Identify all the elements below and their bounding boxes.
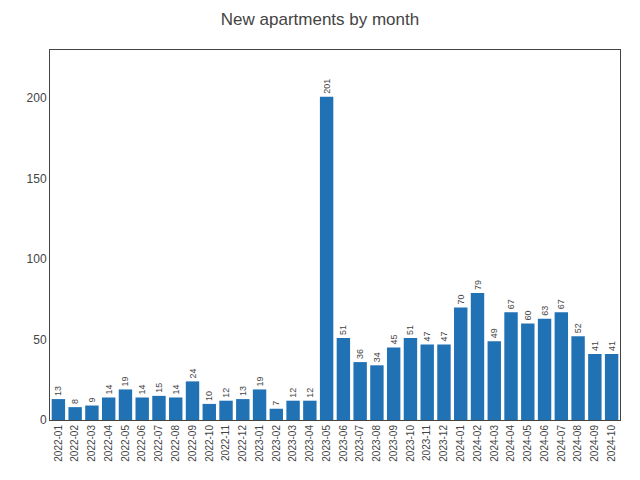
svg-text:2022-03: 2022-03 [86,425,97,462]
svg-text:0: 0 [40,413,47,427]
svg-text:2022-09: 2022-09 [187,425,198,462]
svg-text:2024-06: 2024-06 [539,425,550,462]
svg-text:14: 14 [171,384,181,394]
svg-text:50: 50 [33,333,47,347]
svg-text:49: 49 [489,328,499,338]
svg-text:2022-08: 2022-08 [170,425,181,462]
svg-text:24: 24 [188,368,198,378]
svg-text:14: 14 [104,384,114,394]
svg-text:12: 12 [221,388,231,398]
svg-text:9: 9 [87,398,97,403]
svg-text:2024-07: 2024-07 [556,425,567,462]
svg-text:New apartments by month: New apartments by month [221,10,419,29]
svg-text:2023-07: 2023-07 [354,425,365,462]
svg-text:12: 12 [288,388,298,398]
svg-text:2024-10: 2024-10 [606,425,617,462]
svg-text:2024-02: 2024-02 [472,425,483,462]
svg-text:2023-09: 2023-09 [388,425,399,462]
svg-text:2024-08: 2024-08 [572,425,583,462]
svg-text:51: 51 [338,325,348,335]
svg-text:13: 13 [238,386,248,396]
svg-text:15: 15 [154,383,164,393]
svg-text:12: 12 [305,388,315,398]
svg-text:13: 13 [53,386,63,396]
svg-text:2022-07: 2022-07 [153,425,164,462]
svg-text:2023-11: 2023-11 [421,425,432,461]
svg-text:36: 36 [355,349,365,359]
svg-text:47: 47 [422,331,432,341]
svg-text:2023-04: 2023-04 [304,425,315,462]
svg-text:150: 150 [27,172,47,186]
svg-text:2024-03: 2024-03 [489,425,500,462]
svg-text:47: 47 [439,331,449,341]
svg-text:2023-05: 2023-05 [321,425,332,462]
svg-text:19: 19 [120,376,130,386]
svg-text:79: 79 [473,280,483,290]
svg-text:2022-04: 2022-04 [103,425,114,462]
svg-text:45: 45 [389,335,399,345]
svg-text:67: 67 [556,299,566,309]
svg-text:52: 52 [573,323,583,333]
svg-text:2024-04: 2024-04 [505,425,516,462]
svg-text:60: 60 [523,310,533,320]
svg-text:2022-01: 2022-01 [53,425,64,462]
svg-text:2023-01: 2023-01 [254,425,265,462]
svg-text:19: 19 [255,376,265,386]
svg-text:70: 70 [456,294,466,304]
svg-text:201: 201 [322,79,332,94]
svg-text:51: 51 [405,325,415,335]
svg-text:2023-02: 2023-02 [271,425,282,462]
svg-text:2022-12: 2022-12 [237,425,248,462]
svg-text:2024-01: 2024-01 [455,425,466,462]
svg-text:200: 200 [27,91,47,105]
svg-text:2024-05: 2024-05 [522,425,533,462]
svg-text:41: 41 [590,341,600,351]
svg-text:34: 34 [372,352,382,362]
svg-text:7: 7 [271,401,281,406]
svg-text:2022-11: 2022-11 [220,425,231,461]
svg-text:2022-06: 2022-06 [136,425,147,462]
svg-text:2022-02: 2022-02 [69,425,80,462]
svg-text:67: 67 [506,299,516,309]
svg-text:41: 41 [607,341,617,351]
svg-text:2023-08: 2023-08 [371,425,382,462]
svg-text:14: 14 [137,384,147,394]
svg-text:2024-09: 2024-09 [589,425,600,462]
svg-text:63: 63 [540,306,550,316]
svg-text:2022-05: 2022-05 [120,425,131,462]
svg-text:2023-10: 2023-10 [405,425,416,462]
svg-text:8: 8 [70,399,80,404]
svg-text:2023-06: 2023-06 [338,425,349,462]
svg-text:2023-12: 2023-12 [438,425,449,462]
svg-text:2022-10: 2022-10 [204,425,215,462]
svg-text:100: 100 [27,252,47,266]
svg-text:10: 10 [204,391,214,401]
svg-text:2023-03: 2023-03 [287,425,298,462]
